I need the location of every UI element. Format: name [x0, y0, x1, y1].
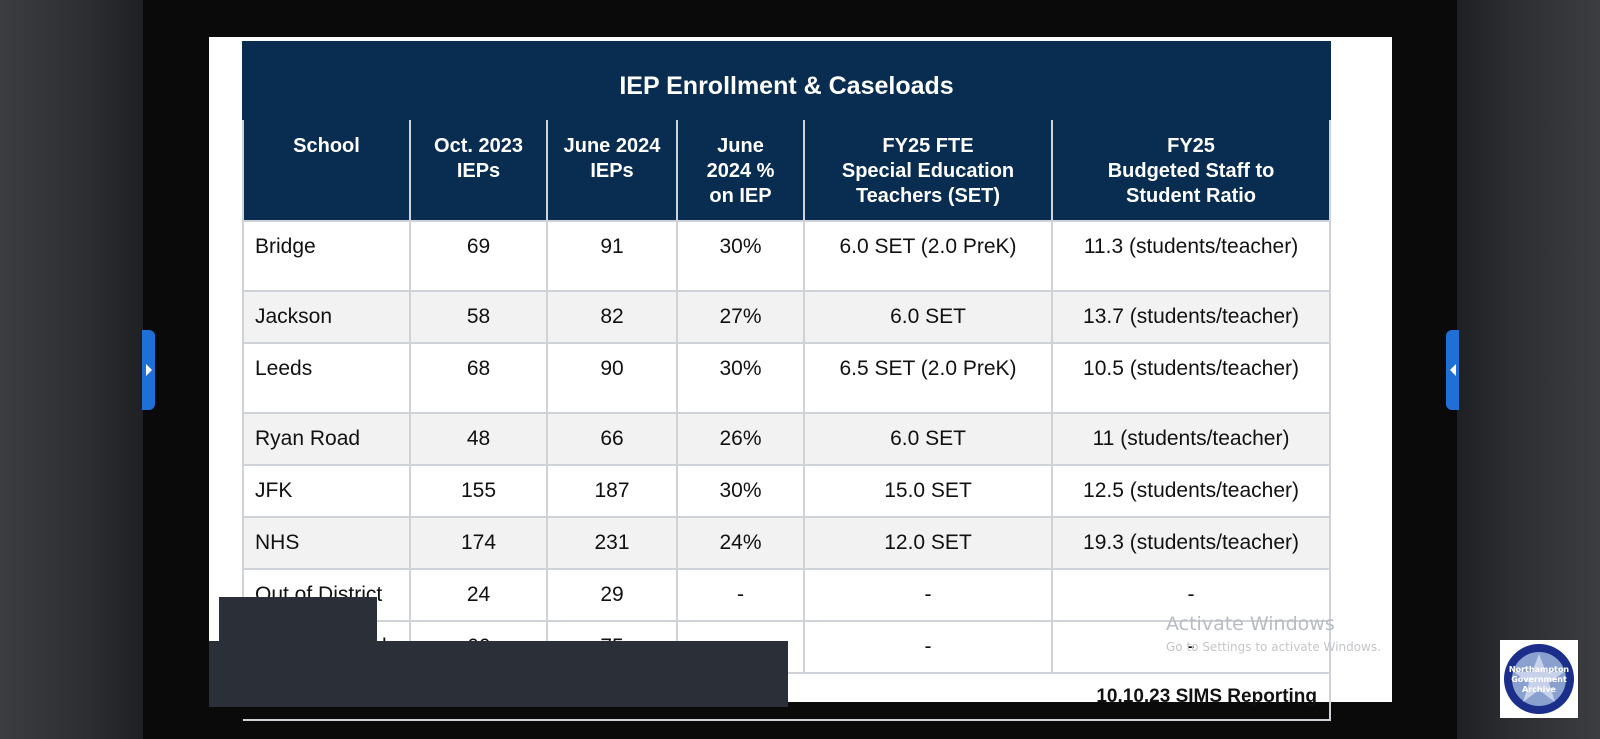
- fte-cell: 6.5 SET (2.0 PreK): [803, 342, 1053, 414]
- oct2023-cell: 24: [409, 568, 548, 622]
- school-cell: JFK: [242, 464, 411, 518]
- ratio-cell: 10.5 (students/teacher): [1050, 342, 1332, 414]
- chevron-right-icon: [145, 364, 152, 376]
- oct2023-cell: 58: [409, 290, 548, 344]
- school-cell: Bridge: [242, 220, 411, 292]
- fte-cell: -: [803, 620, 1053, 674]
- june2024-cell: 66: [546, 412, 678, 466]
- ratio-cell: 13.7 (students/teacher): [1050, 290, 1332, 344]
- fte-cell: 15.0 SET: [803, 464, 1053, 518]
- svg-text:Government: Government: [1511, 675, 1567, 684]
- header-ratio: FY25 Budgeted Staff to Student Ratio: [1050, 118, 1332, 222]
- june2024-cell: 82: [546, 290, 678, 344]
- school-cell: NHS: [242, 516, 411, 570]
- redaction-overlay: [209, 641, 788, 707]
- activate-windows-watermark: Activate Windows Go to Settings to activ…: [1166, 613, 1381, 654]
- june2024-cell: 187: [546, 464, 678, 518]
- header-row: School Oct. 2023 IEPs June 2024 IEPs Jun…: [242, 118, 1332, 222]
- oct2023-cell: 48: [409, 412, 548, 466]
- school-cell: Ryan Road: [242, 412, 411, 466]
- ratio-cell: -: [1050, 620, 1332, 674]
- background-left-panel: [0, 0, 143, 739]
- background-right-panel: [1457, 0, 1600, 739]
- header-oct2023: Oct. 2023 IEPs: [409, 118, 548, 222]
- oct2023-cell: 69: [409, 220, 548, 292]
- june2024-cell: 231: [546, 516, 678, 570]
- june2024-cell: 29: [546, 568, 678, 622]
- oct2023-cell: 155: [409, 464, 548, 518]
- pct-cell: 24%: [676, 516, 805, 570]
- pct-cell: 30%: [676, 464, 805, 518]
- redaction-overlay: [219, 597, 377, 641]
- ratio-cell: -: [1050, 568, 1332, 622]
- table-row: JFK 155 187 30% 15.0 SET 12.5 (students/…: [242, 464, 1332, 518]
- ratio-cell: 11.3 (students/teacher): [1050, 220, 1332, 292]
- pct-cell: -: [676, 568, 805, 622]
- watermark-title: Activate Windows: [1166, 613, 1335, 635]
- school-cell: Jackson: [242, 290, 411, 344]
- table-row: Leeds 68 90 30% 6.5 SET (2.0 PreK) 10.5 …: [242, 342, 1332, 414]
- table-row: Ryan Road 48 66 26% 6.0 SET 11 (students…: [242, 412, 1332, 466]
- oct2023-cell: 68: [409, 342, 548, 414]
- ratio-cell: 12.5 (students/teacher): [1050, 464, 1332, 518]
- next-panel-tab[interactable]: [1446, 330, 1459, 410]
- fte-cell: 6.0 SET: [803, 290, 1053, 344]
- svg-text:Archive: Archive: [1522, 685, 1557, 694]
- header-june2024: June 2024 IEPs: [546, 118, 678, 222]
- ratio-cell: 11 (students/teacher): [1050, 412, 1332, 466]
- archive-seal-icon: Northampton Government Archive: [1504, 644, 1574, 714]
- iep-table: IEP Enrollment & Caseloads School Oct. 2…: [241, 41, 1332, 721]
- table-row: Out of District 24 29 - - -: [242, 568, 1332, 622]
- watermark-subtitle: Go to Settings to activate Windows.: [1166, 640, 1381, 654]
- fte-cell: -: [803, 568, 1053, 622]
- fte-cell: 6.0 SET (2.0 PreK): [803, 220, 1053, 292]
- pct-cell: 30%: [676, 220, 805, 292]
- table-row: Bridge 69 91 30% 6.0 SET (2.0 PreK) 11.3…: [242, 220, 1332, 292]
- table-row: NHS 174 231 24% 12.0 SET 19.3 (students/…: [242, 516, 1332, 570]
- pct-cell: 30%: [676, 342, 805, 414]
- chevron-left-icon: [1449, 364, 1456, 376]
- pct-cell: 26%: [676, 412, 805, 466]
- header-school: School: [242, 118, 411, 222]
- slide-title: IEP Enrollment & Caseloads: [241, 41, 1332, 120]
- june2024-cell: 91: [546, 220, 678, 292]
- oct2023-cell: 174: [409, 516, 548, 570]
- header-pct: June 2024 % on IEP: [676, 118, 805, 222]
- header-fte: FY25 FTE Special Education Teachers (SET…: [803, 118, 1053, 222]
- northampton-archive-logo: Northampton Government Archive: [1500, 640, 1578, 718]
- june2024-cell: 90: [546, 342, 678, 414]
- table-row: Jackson 58 82 27% 6.0 SET 13.7 (students…: [242, 290, 1332, 344]
- pct-cell: 27%: [676, 290, 805, 344]
- fte-cell: 6.0 SET: [803, 412, 1053, 466]
- ratio-cell: 19.3 (students/teacher): [1050, 516, 1332, 570]
- svg-text:Northampton: Northampton: [1509, 665, 1569, 674]
- previous-panel-tab[interactable]: [142, 330, 155, 410]
- presentation-slide: IEP Enrollment & Caseloads School Oct. 2…: [209, 37, 1392, 721]
- fte-cell: 12.0 SET: [803, 516, 1053, 570]
- school-cell: Leeds: [242, 342, 411, 414]
